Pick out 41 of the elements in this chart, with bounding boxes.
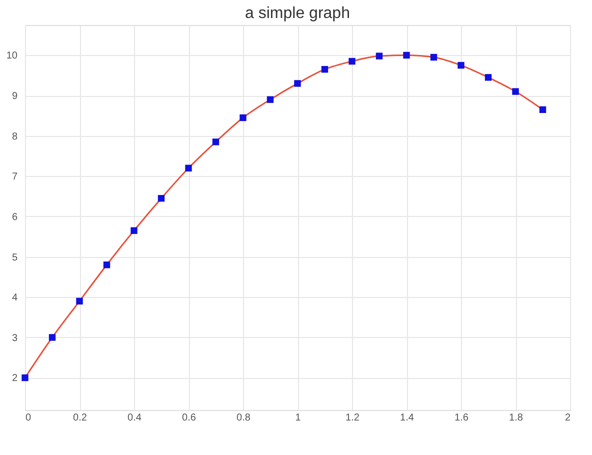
y-tick-label: 6: [12, 212, 18, 223]
y-tick-label: 7: [12, 172, 18, 183]
y-tick-label: 10: [6, 50, 18, 62]
y-tick-label: 8: [12, 131, 18, 142]
point: [458, 62, 464, 69]
y-tick-label: 3: [12, 332, 18, 344]
point: [103, 262, 110, 268]
x-tick-label: 1.4: [400, 412, 414, 424]
y-tick-label: 2: [12, 373, 18, 384]
x-tick-label: 1.6: [454, 412, 469, 424]
point: [48, 334, 56, 341]
x-tick-label: 1.8: [509, 412, 524, 424]
chart-title: a simple graph: [245, 5, 350, 22]
point: [348, 58, 356, 65]
point: [158, 194, 165, 202]
x-tick-label: 1: [295, 412, 302, 424]
point: [22, 374, 28, 382]
y-tick-label: 4: [12, 292, 18, 304]
point: [430, 54, 438, 61]
x-tick-label: 0.6: [182, 412, 196, 424]
point: [484, 74, 492, 81]
point: [512, 88, 519, 95]
point: [321, 66, 328, 73]
x-tick-label: 1.2: [346, 412, 360, 424]
y-tick-label: 9: [12, 91, 18, 102]
point: [294, 80, 301, 87]
x-tick-label: 0.8: [236, 412, 251, 424]
x-tick-label: 2: [564, 412, 571, 424]
point: [403, 52, 410, 59]
x-tick-label: 0.2: [73, 412, 88, 424]
x-tick-label: 0: [26, 412, 32, 424]
point: [240, 114, 246, 122]
point: [185, 164, 192, 172]
y-tick-label: 5: [12, 252, 18, 264]
point: [212, 138, 220, 146]
point: [76, 298, 83, 305]
point: [539, 106, 546, 114]
x-tick-label: 0.4: [128, 412, 142, 424]
point: [130, 227, 138, 234]
point: [266, 96, 274, 103]
point: [376, 52, 383, 60]
